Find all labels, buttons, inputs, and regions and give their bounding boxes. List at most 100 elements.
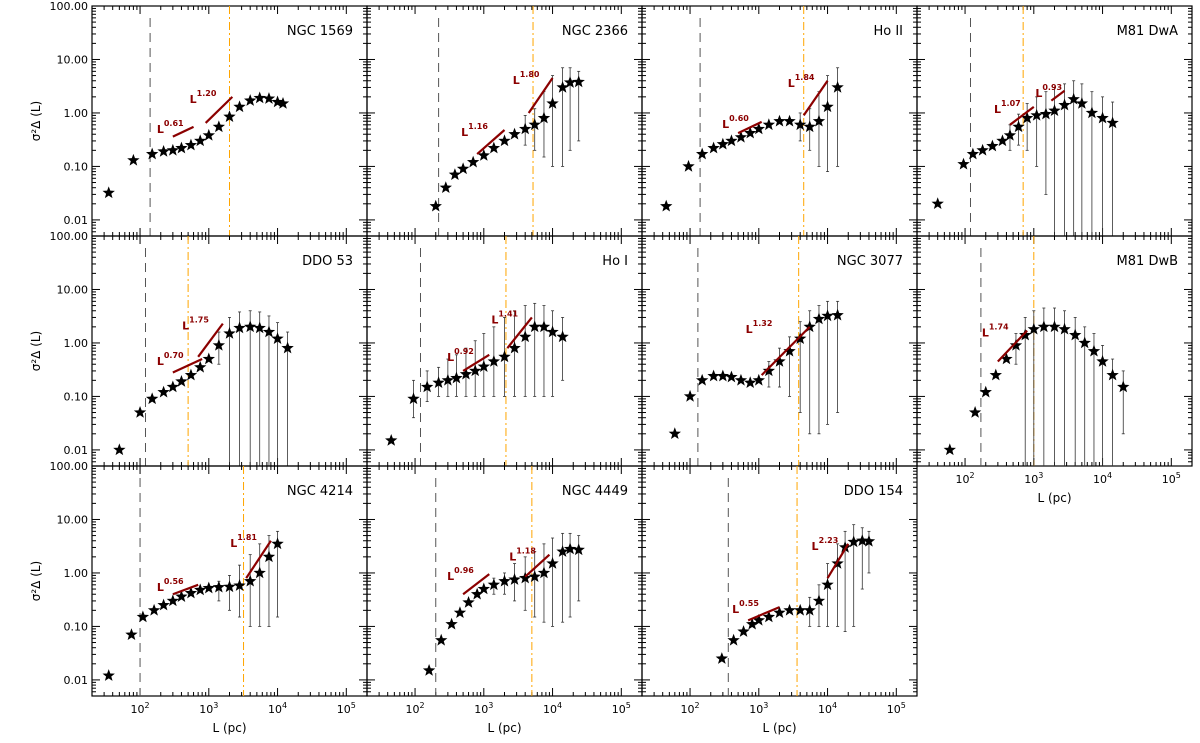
data-point-star	[744, 126, 757, 139]
data-point-star	[976, 143, 989, 156]
data-point-star	[572, 543, 585, 556]
data-point-star	[783, 114, 796, 127]
x-tick-label: 103	[474, 701, 493, 716]
x-axis-label: L (pc)	[212, 721, 246, 735]
data-point-star	[487, 578, 501, 591]
data-point-star	[233, 579, 246, 591]
slope-line	[506, 316, 533, 349]
panel-ngc-1569: 0.01 0.10 1.00 10.00 100.00 σ²Δ (L) NGC 1569 L0…	[29, 0, 368, 237]
data-point-star	[175, 375, 188, 387]
data-point-star	[212, 580, 226, 593]
data-point-star	[556, 330, 569, 343]
data-point-star	[184, 368, 198, 381]
data-point-star	[470, 587, 484, 600]
data-point-star	[244, 574, 257, 587]
y-tick-label: 0.01	[64, 674, 89, 687]
data-point-star	[202, 352, 215, 365]
data-point-star	[931, 197, 944, 210]
data-point-star	[435, 633, 448, 646]
slope-line	[172, 358, 203, 374]
panel-title: DDO 154	[844, 484, 903, 499]
data-point-star	[445, 617, 458, 630]
slope-label: L2.23	[812, 536, 839, 553]
slope-label: L1.41	[491, 309, 518, 326]
data-point-star	[262, 325, 276, 338]
data-point-star	[831, 80, 844, 93]
data-point-star	[986, 139, 999, 152]
slope-label: L1.74	[982, 323, 1009, 340]
data-point-star	[1087, 344, 1101, 357]
data-point-star	[519, 330, 532, 343]
x-tick-label: 105	[612, 701, 631, 716]
data-point-star	[683, 389, 697, 402]
data-point-star	[563, 76, 577, 88]
slope-label: L1.16	[461, 122, 488, 139]
data-point-star	[528, 570, 541, 582]
x-tick-label: 104	[268, 701, 287, 716]
panel-ngc-4449: 102 103 104 105 L (pc) NGC 4449 L0.96 L1.18	[366, 465, 643, 735]
y-axis-label: σ²Δ (L)	[29, 561, 43, 602]
slope-line	[802, 80, 829, 117]
data-point-star	[262, 92, 276, 104]
data-point-star	[429, 199, 442, 212]
data-point-star	[157, 145, 170, 157]
data-point-star	[783, 344, 796, 357]
data-point-star	[812, 312, 826, 325]
data-point-star	[783, 603, 796, 616]
data-point-star	[794, 332, 807, 344]
slope-label: L0.56	[157, 577, 184, 594]
data-point-star	[821, 100, 834, 113]
slope-label: L1.80	[513, 70, 540, 87]
x-axis-label: L (pc)	[762, 721, 796, 735]
data-point-star	[537, 111, 551, 124]
slope-line	[1050, 89, 1066, 102]
data-point-star	[537, 566, 551, 579]
data-point-star	[528, 320, 541, 333]
slope-label: L1.18	[509, 547, 536, 564]
data-point-star	[734, 373, 748, 386]
panel-m81-dwa: M81 DwA L1.07 L0.93	[916, 5, 1193, 237]
x-axis-label: L (pc)	[1037, 491, 1071, 505]
panel-title: NGC 3077	[837, 254, 903, 269]
data-point-star	[508, 573, 521, 585]
data-point-star	[773, 355, 786, 367]
data-point-star	[113, 443, 126, 456]
slope-label: L0.93	[1035, 83, 1062, 100]
data-point-star	[762, 364, 776, 377]
data-point-star	[752, 613, 765, 626]
slope-line	[760, 326, 811, 376]
data-point-star	[803, 120, 816, 133]
slope-label: L0.92	[447, 347, 474, 364]
data-point-star	[968, 406, 982, 418]
data-point-star	[244, 320, 257, 333]
data-point-star	[979, 385, 992, 398]
data-point-star	[102, 669, 115, 681]
data-point-star	[184, 138, 198, 151]
x-tick-label: 105	[1162, 471, 1181, 486]
panel-title: NGC 1569	[287, 24, 353, 39]
x-tick-label: 105	[337, 701, 356, 716]
data-point-star	[450, 371, 463, 384]
data-point-star	[1117, 380, 1130, 393]
panel-title: NGC 4214	[287, 484, 353, 499]
data-point-star	[233, 100, 246, 113]
data-point-star	[459, 367, 473, 380]
slope-line	[197, 322, 224, 358]
data-point-star	[1019, 328, 1032, 341]
data-point-star	[439, 181, 452, 193]
panel-ngc-2366: NGC 2366 L1.16 L1.80	[366, 5, 643, 237]
data-point-star	[223, 580, 236, 593]
data-point-star	[1106, 368, 1119, 381]
data-point-star	[715, 652, 729, 664]
data-point-star	[556, 80, 569, 93]
y-tick-label: 0.10	[64, 390, 89, 403]
data-point-star	[233, 321, 246, 334]
data-point-star	[498, 350, 511, 363]
slope-line	[245, 540, 272, 579]
y-tick-label: 0.10	[64, 160, 89, 173]
data-point-star	[862, 534, 876, 547]
data-point-star	[957, 157, 970, 170]
slope-line	[172, 583, 199, 596]
data-point-star	[1106, 116, 1119, 129]
data-point-star	[145, 392, 159, 405]
